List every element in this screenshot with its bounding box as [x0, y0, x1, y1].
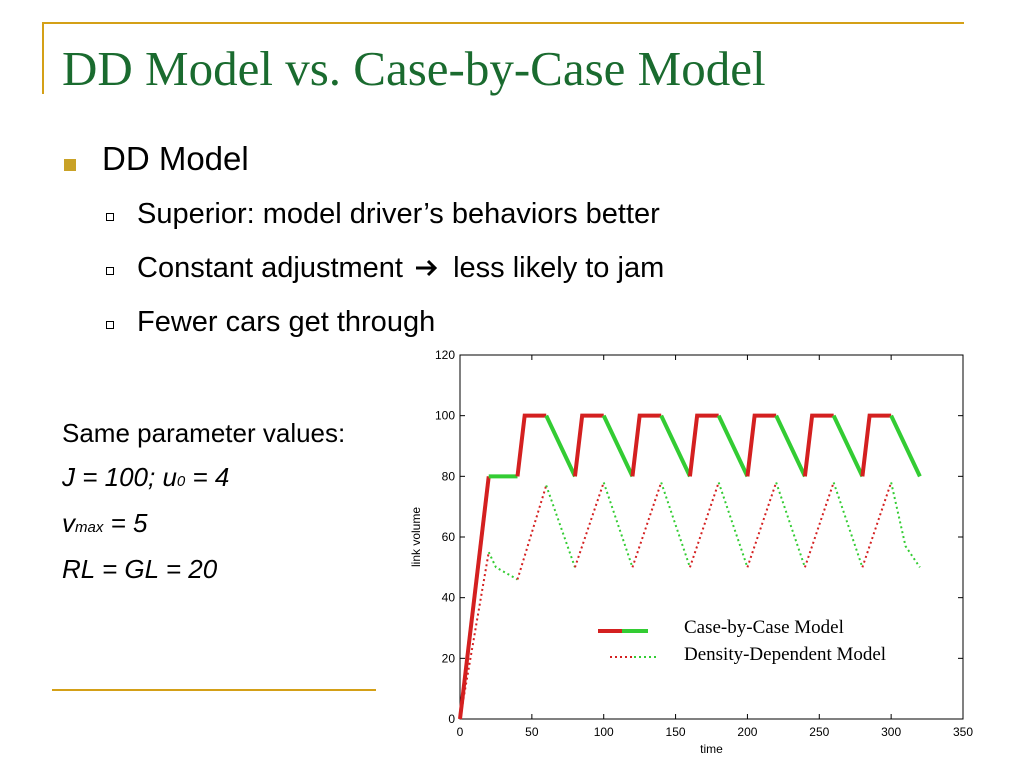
param-rl-gl: RL = GL = 20 — [62, 554, 218, 584]
y-tick-label: 40 — [442, 591, 456, 605]
x-axis-label: time — [700, 742, 723, 756]
y-tick-label: 0 — [448, 712, 455, 726]
slide-title: DD Model vs. Case-by-Case Model — [62, 41, 766, 96]
sub-bullet-text: less likely to jam — [453, 252, 665, 284]
series-case-by-case-segment — [716, 414, 750, 478]
series-density-dependent-segment — [861, 482, 893, 568]
param-subscript: 0 — [176, 473, 186, 490]
y-tick-label: 80 — [442, 469, 456, 483]
link-volume-chart: 0 50 100 150 200 250 300 350 0 20 40 60 80 100 120 tim… — [400, 343, 980, 763]
chart-svg: 0 50 100 150 200 250 300 350 0 20 40 60 80 100 120 tim… — [409, 348, 973, 756]
x-tick-label: 300 — [881, 725, 901, 739]
x-tick-label: 100 — [594, 725, 614, 739]
series-density-dependent-segment — [459, 551, 490, 720]
series-density-dependent-segment — [516, 485, 548, 580]
series-case-by-case-segment — [544, 414, 577, 478]
series-density-dependent-segment — [545, 485, 576, 568]
series-density-dependent-segment — [803, 482, 835, 568]
hollow-square-bullet-icon — [106, 213, 114, 221]
series-density-dependent-segment — [574, 482, 605, 568]
legend-label-case-by-case: Case-by-Case Model — [684, 617, 844, 638]
hollow-square-bullet-icon — [106, 267, 114, 275]
param-vmax: vmax = 5 — [62, 508, 147, 539]
series-density-dependent-segment — [717, 482, 749, 568]
params-heading: Same parameter values: — [62, 418, 346, 448]
decorative-top-line — [42, 22, 964, 24]
x-tick-label: 50 — [525, 725, 539, 739]
series-case-by-case-segment — [458, 476, 491, 720]
series-density-dependent-segment — [746, 482, 778, 568]
series-case-by-case-segment — [889, 414, 922, 478]
x-tick-label: 250 — [809, 725, 829, 739]
sub-bullet-text: Fewer cars get through — [137, 306, 436, 338]
param-subscript: max — [75, 519, 104, 536]
param-text: = 5 — [103, 508, 148, 538]
bullet-text: DD Model — [102, 140, 249, 177]
series-density-dependent-segment — [775, 482, 806, 568]
series-density-dependent-segment — [832, 482, 864, 568]
series-case-by-case-segment — [515, 413, 547, 477]
hollow-square-bullet-icon — [106, 321, 114, 329]
x-tick-label: 350 — [953, 725, 973, 739]
x-tick-label: 200 — [737, 725, 757, 739]
series-density-dependent-segment — [631, 482, 663, 568]
sub-bullet-text: Constant adjustment — [137, 252, 403, 284]
axis-ticks: 0 50 100 150 200 250 300 350 0 20 40 60 80 100 120 — [435, 348, 973, 739]
decorative-left-line — [42, 22, 44, 94]
series-case-by-case-segment — [630, 413, 662, 477]
series-case-by-case-segment — [659, 414, 692, 478]
x-tick-label: 150 — [666, 725, 686, 739]
y-tick-label: 60 — [442, 530, 456, 544]
square-bullet-icon — [64, 159, 76, 171]
series-density-dependent-segment — [660, 482, 691, 568]
param-text: = 4 — [185, 462, 230, 492]
x-tick-label: 0 — [457, 725, 464, 739]
series-case-by-case-segment — [601, 414, 635, 478]
param-text: J = 100; u — [62, 462, 177, 492]
series-case-by-case-segment — [831, 414, 865, 478]
series-density-dependent-segment — [890, 482, 921, 568]
series-case-by-case-segment — [572, 413, 604, 477]
decorative-bottom-line — [52, 689, 376, 691]
series-case-by-case-segment — [774, 414, 807, 478]
y-tick-label: 20 — [442, 651, 456, 665]
arrow-right-icon — [411, 252, 445, 284]
chart-legend: Case-by-Case Model Density-Dependent Mod… — [598, 617, 886, 665]
series-density-dependent-segment — [688, 482, 720, 568]
y-tick-label: 100 — [435, 409, 455, 423]
series-density-dependent-segment — [602, 482, 634, 568]
sub-bullet-text: Superior: model driver’s behaviors bette… — [137, 198, 660, 230]
series-case-by-case-segment — [745, 413, 777, 477]
series-case-by-case-segment — [687, 413, 719, 477]
legend-label-density-dependent: Density-Dependent Model — [684, 644, 886, 665]
series-case-by-case-segment — [802, 413, 834, 477]
series-layer — [458, 413, 922, 720]
y-axis-label: link volume — [409, 507, 423, 567]
sub-bullet-text-group: Constant adjustment less likely to jam — [137, 252, 664, 285]
param-text: v — [62, 508, 75, 538]
y-tick-label: 120 — [435, 348, 455, 362]
series-case-by-case-segment — [860, 413, 892, 477]
param-j-u0: J = 100; u0 = 4 — [62, 462, 229, 493]
series-density-dependent-segment — [487, 551, 518, 581]
